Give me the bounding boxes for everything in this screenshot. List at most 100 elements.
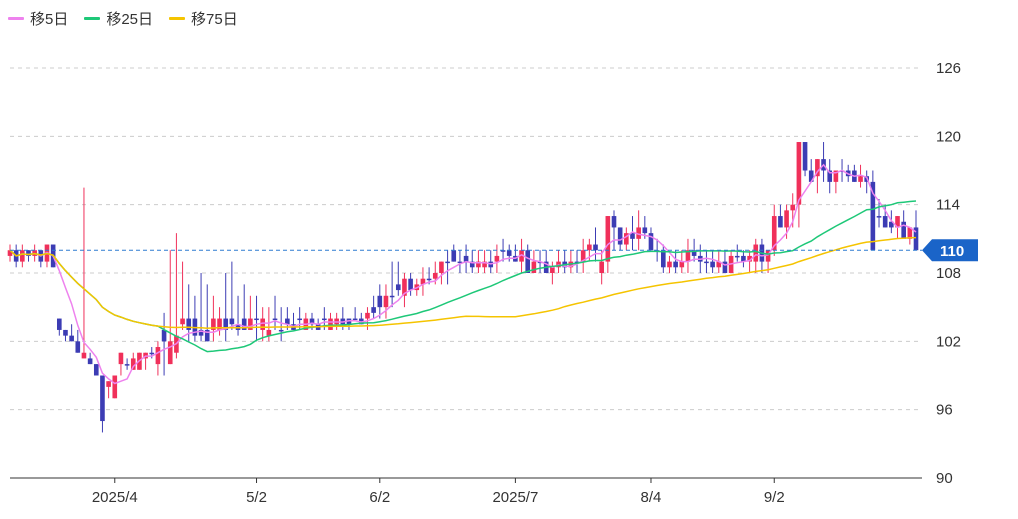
candle-body: [278, 329, 284, 332]
candle-body: [679, 261, 685, 268]
candle-body: [580, 250, 586, 262]
y-tick-label: 102: [936, 333, 961, 350]
ma5-line: [9, 163, 917, 385]
candle-body: [389, 295, 395, 298]
candle-body: [722, 261, 728, 273]
moving-averages: [9, 163, 917, 385]
candle-body: [550, 267, 555, 273]
x-tick-label: 2025/4: [92, 489, 138, 506]
candle-body: [815, 159, 820, 177]
candle-body: [833, 170, 839, 182]
candle-body: [482, 261, 487, 268]
candle-body: [605, 216, 611, 262]
candle-body: [7, 250, 13, 256]
candle-body: [161, 329, 167, 342]
legend-item-ma75[interactable]: 移75日: [169, 8, 238, 29]
candle-body: [685, 250, 691, 262]
x-tick-label: 5/2: [246, 489, 267, 506]
candle-body: [420, 278, 426, 285]
chart-legend: 移5日 移25日 移75日: [8, 6, 238, 30]
candle-body: [383, 295, 389, 308]
candle-body: [469, 261, 475, 268]
candle-body: [20, 250, 25, 262]
candle-body: [180, 318, 185, 325]
candle-body: [808, 170, 814, 182]
candle-body: [630, 233, 635, 239]
candle-body: [648, 233, 654, 251]
candle-body: [691, 250, 697, 256]
candle-body: [93, 364, 99, 376]
candle-body: [408, 278, 413, 291]
candle-body: [636, 227, 641, 239]
x-tick-label: 9/2: [764, 489, 785, 506]
candle-body: [500, 250, 506, 252]
legend-swatch-ma25: [84, 16, 101, 20]
y-tick-label: 126: [936, 60, 961, 77]
candle-body: [63, 329, 68, 336]
candle-body: [371, 307, 376, 313]
candle-body: [186, 318, 192, 330]
candle-body: [167, 341, 173, 365]
y-tick-label: 108: [936, 265, 961, 282]
legend-label-ma5: 移5日: [30, 10, 69, 28]
candle-body: [87, 358, 93, 365]
candle-body: [525, 250, 531, 273]
candle-body: [75, 341, 81, 353]
candle-body: [895, 216, 900, 228]
legend-item-ma5[interactable]: 移5日: [8, 8, 68, 29]
candle-body: [309, 318, 315, 325]
y-tick-label: 90: [936, 470, 953, 487]
candle-body: [260, 318, 266, 330]
y-tick-label: 120: [936, 128, 961, 145]
candle-body: [741, 255, 746, 262]
candle-body: [402, 278, 407, 296]
candle-body: [248, 318, 253, 330]
candle-body: [69, 335, 74, 342]
legend-item-ma25[interactable]: 移25日: [84, 8, 153, 29]
candle-body: [593, 244, 598, 251]
ma25-line: [9, 200, 917, 353]
candle-body: [272, 318, 278, 321]
candle-body: [747, 255, 752, 262]
candle-body: [660, 250, 666, 268]
candle-body: [574, 261, 580, 264]
candle-body: [734, 255, 740, 258]
candle-body: [667, 261, 672, 268]
candle-body: [882, 216, 888, 228]
candle-body: [395, 284, 401, 291]
candle-body: [476, 261, 481, 268]
candle-body: [642, 227, 648, 234]
ma75-line: [9, 236, 917, 329]
candle-body: [445, 261, 450, 264]
candles: [7, 142, 919, 433]
candle-body: [297, 318, 302, 321]
candle-body: [876, 216, 882, 218]
current-price-label: 110: [940, 243, 964, 260]
current-price-tag: [922, 239, 978, 262]
x-tick-label: 8/4: [641, 489, 662, 506]
candle-body: [26, 250, 31, 256]
candle-body: [266, 329, 272, 336]
candle-body: [217, 318, 222, 330]
candle-body: [531, 261, 537, 273]
candle-body: [784, 210, 789, 228]
candle-body: [710, 261, 715, 268]
candle-body: [704, 261, 709, 264]
candle-body: [913, 227, 919, 251]
candle-body: [889, 221, 894, 228]
candle-body: [149, 352, 155, 355]
candle-body: [365, 312, 370, 319]
candle-body: [716, 261, 722, 268]
y-tick-label: 114: [936, 197, 960, 214]
candle-body: [223, 318, 229, 330]
candle-body: [617, 227, 623, 245]
candle-body: [778, 216, 783, 228]
candle-body: [870, 181, 876, 251]
candle-body: [457, 261, 463, 264]
candle-body: [519, 250, 524, 262]
candle-body: [901, 221, 906, 239]
candle-body: [858, 176, 863, 182]
candle-body: [204, 329, 210, 342]
legend-label-ma25: 移25日: [106, 10, 154, 28]
